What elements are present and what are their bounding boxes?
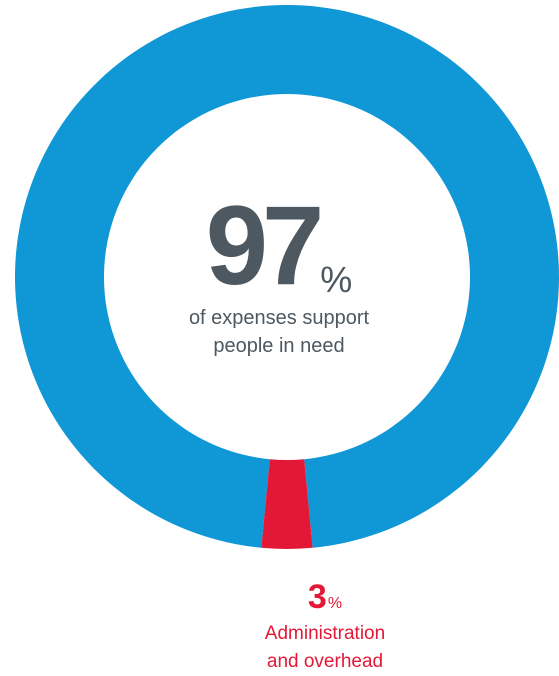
main-percentage-unit: % [320, 259, 353, 300]
main-caption: of expenses support people in need [129, 304, 429, 360]
center-label: 97% of expenses support people in need [129, 190, 429, 360]
slice-program-expenses [15, 5, 559, 548]
main-caption-line-1: of expenses support [188, 307, 370, 329]
main-percentage-number: 97 [205, 183, 325, 308]
admin-label: 3% Administration and overhead [200, 580, 450, 676]
admin-caption-line-2: and overhead [266, 651, 384, 672]
admin-percentage-unit: % [327, 595, 343, 612]
main-caption-line-2: people in need [213, 335, 345, 357]
admin-caption-line-1: Administration [264, 623, 386, 644]
admin-caption: Administration and overhead [200, 620, 450, 676]
admin-percentage: 3% [200, 580, 450, 614]
main-percentage: 97% [129, 190, 429, 302]
admin-percentage-number: 3 [307, 578, 327, 616]
slice-administration [261, 459, 313, 549]
